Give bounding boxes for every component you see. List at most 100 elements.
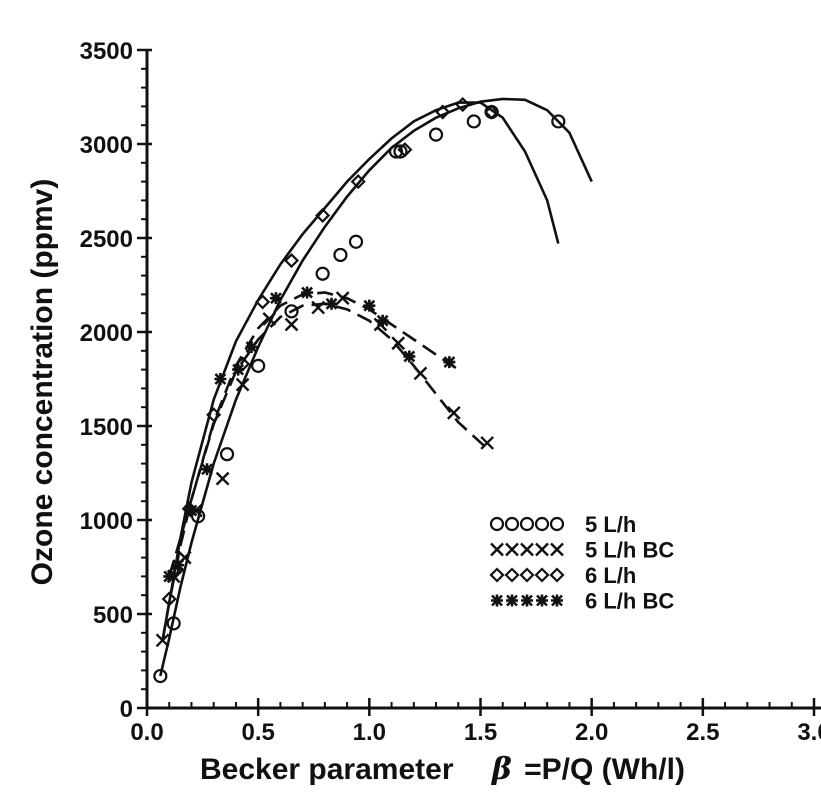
x-tick-label: 2.0 <box>575 719 608 746</box>
legend-marker-6-l-h-bc <box>551 594 563 607</box>
data-point-5-l-h <box>333 247 348 263</box>
data-point-6-l-h-bc <box>363 299 376 312</box>
data-point-5-l-h-bc <box>480 436 495 450</box>
legend-marker-6-l-h <box>489 567 505 583</box>
data-point-6-l-h-bc <box>245 341 258 354</box>
data-point-6-l-h <box>283 253 300 269</box>
data-point-6-l-h-bc <box>403 350 416 363</box>
data-point-6-l-h-bc <box>325 297 338 310</box>
data-point-6-l-h-bc <box>163 570 176 583</box>
data-point-6-l-h <box>315 207 331 223</box>
x-axis-title: Becker parameter β =P/Q (Wh/l) <box>200 752 685 787</box>
data-point-5-l-h-bc <box>311 300 326 315</box>
legend-label-5-l-h-bc: 5 L/h BC <box>585 538 674 563</box>
x-axis-title-symbol: β <box>491 752 512 787</box>
x-tick-label: 2.5 <box>686 719 719 746</box>
data-point-6-l-h-bc <box>443 356 456 369</box>
legend: 5 L/h5 L/h BC6 L/h6 L/h BC <box>489 512 674 614</box>
data-point-6-l-h-bc <box>201 463 214 476</box>
data-point-6-l-h <box>255 294 271 310</box>
legend-marker-5-l-h-bc <box>535 542 549 557</box>
x-tick-label: 0.5 <box>241 719 274 746</box>
axes <box>137 48 821 716</box>
data-point-6-l-h-bc <box>301 286 314 299</box>
legend-marker-6-l-h-bc <box>506 594 518 607</box>
data-point-6-l-h <box>350 174 366 190</box>
data-point-6-l-h-bc <box>269 292 282 305</box>
legend-marker-6-l-h <box>534 567 550 583</box>
x-tick-label: 3.0 <box>797 719 821 746</box>
data-point-5-l-h-bc <box>335 291 350 306</box>
x-axis-title-prefix: Becker parameter <box>200 753 454 786</box>
x-tick-label: 0.0 <box>130 719 163 746</box>
legend-marker-6-l-h <box>549 567 565 583</box>
legend-marker-6-l-h-bc <box>536 594 548 607</box>
legend-marker-5-l-h-bc <box>505 542 519 557</box>
legend-marker-5-l-h-bc <box>520 542 534 557</box>
data-point-6-l-h <box>161 591 177 607</box>
data-point-5-l-h <box>315 266 330 281</box>
y-tick-label: 1000 <box>80 508 133 535</box>
legend-marker-5-l-h <box>534 516 550 532</box>
data-point-5-l-h <box>219 447 235 462</box>
data-point-6-l-h <box>484 104 500 120</box>
legend-marker-5-l-h-bc <box>490 542 504 557</box>
data-point-5-l-h <box>284 304 299 319</box>
y-tick-label: 3500 <box>80 38 133 65</box>
data-point-5-l-h-bc <box>446 405 461 420</box>
fit-curve-6-l-h <box>161 101 560 641</box>
legend-marker-5-l-h-bc <box>550 542 564 557</box>
data-point-6-l-h <box>397 142 413 158</box>
data-point-5-l-h-bc <box>413 366 428 381</box>
data-point-6-l-h-bc <box>376 314 389 327</box>
data-point-5-l-h <box>166 616 181 631</box>
legend-marker-6-l-h-bc <box>491 594 503 607</box>
data-point-5-l-h-bc <box>391 336 406 351</box>
data-point-6-l-h <box>435 104 451 120</box>
data-point-6-l-h-bc <box>214 373 227 385</box>
data-point-6-l-h <box>455 96 471 113</box>
legend-marker-5-l-h <box>549 516 565 532</box>
y-tick-label: 3000 <box>80 132 133 159</box>
data-point-5-l-h-bc <box>215 471 230 486</box>
legend-marker-6-l-h-bc <box>521 594 533 607</box>
data-point-5-l-h <box>393 144 408 159</box>
data-point-5-l-h-bc <box>235 377 250 392</box>
data-point-5-l-h-bc <box>155 633 170 648</box>
data-point-5-l-h <box>551 114 566 129</box>
data-point-5-l-h <box>153 668 168 684</box>
data-point-5-l-h <box>466 114 481 129</box>
legend-label-6-l-h-bc: 6 L/h BC <box>585 589 674 614</box>
fit-curve-6-l-h-bc <box>167 291 460 577</box>
y-tick-label: 1500 <box>80 414 133 441</box>
tick-labels: 0 500 1000 1500 2000 2500 3000 3500 0.0 0.5 1.0 1.5… <box>80 38 821 746</box>
legend-label-5-l-h: 5 L/h <box>585 512 636 537</box>
data-point-6-l-h-bc <box>232 363 245 376</box>
y-tick-label: 2500 <box>80 226 133 253</box>
data-point-5-l-h-bc <box>262 311 277 326</box>
legend-marker-5-l-h <box>489 516 505 532</box>
data-point-6-l-h-bc <box>172 559 185 572</box>
y-tick-label: 500 <box>93 602 133 629</box>
x-tick-label: 1.0 <box>353 719 386 746</box>
y-axis-title: Ozone concentration (ppmv) <box>26 179 59 586</box>
data-point-6-l-h <box>206 407 222 423</box>
legend-label-6-l-h: 6 L/h <box>585 563 636 588</box>
legend-marker-6-l-h <box>519 567 535 583</box>
legend-marker-5-l-h <box>504 516 520 532</box>
fit-curve-5-l-h <box>159 97 593 677</box>
data-point-5-l-h <box>348 234 364 249</box>
y-tick-label: 0 <box>120 696 133 723</box>
data-point-6-l-h <box>181 501 197 517</box>
x-tick-label: 1.5 <box>464 719 497 746</box>
data-point-6-l-h-bc <box>185 504 198 517</box>
data-markers <box>153 96 566 684</box>
data-point-5-l-h-bc <box>284 317 299 332</box>
fit-curves <box>159 97 593 677</box>
data-point-5-l-h <box>251 358 266 373</box>
data-point-5-l-h <box>428 127 444 142</box>
legend-marker-5-l-h <box>519 516 535 532</box>
x-axis-title-suffix: =P/Q (Wh/l) <box>524 753 685 786</box>
data-point-6-l-h <box>168 563 184 579</box>
